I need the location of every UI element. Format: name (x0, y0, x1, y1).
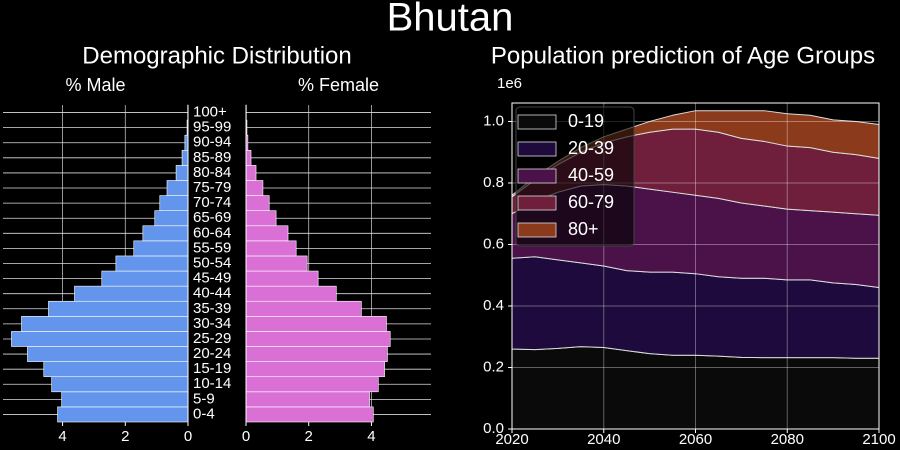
legend-swatch (517, 195, 557, 211)
category-label: 70-74 (193, 194, 231, 211)
legend-swatch (517, 168, 557, 184)
bar (61, 391, 189, 408)
bar (245, 346, 388, 362)
x-tick-label: 2 (121, 428, 129, 445)
x-tick-label: 2020 (495, 431, 528, 448)
bar (51, 376, 189, 393)
category-label: 90-94 (193, 134, 231, 151)
category-label: 10-14 (193, 375, 231, 392)
legend-label: 20-39 (568, 138, 614, 158)
x-tick-label: 4 (58, 428, 66, 445)
category-label: 45-49 (193, 270, 231, 287)
y-tick-label: 0.2 (483, 358, 504, 375)
bar (245, 195, 270, 211)
x-tick-label: 2040 (587, 431, 620, 448)
bar (245, 149, 252, 166)
chart-title: Demographic Distribution (82, 42, 351, 69)
figure-title: Bhutan (387, 0, 514, 40)
category-label: 50-54 (193, 254, 231, 271)
panel-title: % Male (65, 75, 125, 95)
category-label: 40-44 (193, 285, 231, 302)
y-tick-label: 0.4 (483, 297, 504, 314)
bar (245, 391, 370, 408)
bar (48, 300, 189, 317)
legend-label: 40-59 (568, 165, 614, 185)
bar (57, 406, 189, 423)
category-label: 35-39 (193, 300, 231, 317)
bar (245, 316, 387, 332)
bar (175, 165, 189, 181)
bar (245, 300, 362, 317)
bar (21, 316, 189, 332)
bar (245, 180, 264, 196)
legend-swatch (517, 114, 557, 130)
bar (245, 210, 277, 227)
bar (74, 285, 189, 302)
x-tick-label: 0 (242, 428, 250, 445)
y-tick-label: 1.0 (483, 112, 504, 129)
category-label: 20-24 (193, 345, 231, 362)
bar (101, 270, 189, 287)
y-tick-label: 0.0 (483, 420, 504, 437)
bar (245, 270, 319, 287)
bar (181, 149, 189, 166)
bar (245, 361, 385, 378)
bar (142, 225, 189, 242)
legend-label: 0-19 (568, 111, 604, 131)
x-tick-label: 2 (305, 428, 313, 445)
bar (245, 376, 379, 393)
x-tick-label: 0 (184, 428, 192, 445)
bar (133, 240, 189, 257)
bar (159, 195, 189, 211)
bar (43, 361, 189, 378)
legend-swatch (517, 222, 557, 238)
category-label: 60-64 (193, 224, 231, 241)
category-label: 30-34 (193, 315, 231, 332)
legend-swatch (517, 141, 557, 157)
category-label: 95-99 (193, 119, 231, 136)
bar (27, 346, 189, 362)
y-tick-label: 0.6 (483, 235, 504, 252)
category-label: 15-19 (193, 360, 231, 377)
x-tick-label: 4 (367, 428, 375, 445)
y-tick-label: 0.8 (483, 174, 504, 191)
bar (154, 210, 189, 227)
bar (245, 240, 297, 257)
category-label: 25-29 (193, 330, 231, 347)
y-offset-label: 1e6 (497, 75, 522, 92)
category-label: 75-79 (193, 179, 231, 196)
legend-label: 80+ (568, 219, 599, 239)
legend-label: 60-79 (568, 192, 614, 212)
panel-title: % Female (298, 75, 379, 95)
x-tick-label: 2060 (679, 431, 712, 448)
bar (245, 225, 289, 242)
bar (245, 406, 374, 423)
bar (166, 180, 189, 196)
category-label: 55-59 (193, 239, 231, 256)
category-label: 65-69 (193, 209, 231, 226)
bar (11, 331, 189, 347)
bar (245, 165, 257, 181)
chart-title: Population prediction of Age Groups (491, 42, 875, 69)
bar (115, 255, 189, 272)
bar (245, 285, 337, 302)
bar (245, 331, 391, 347)
x-tick-label: 2080 (771, 431, 804, 448)
category-label: 0-4 (193, 405, 215, 422)
x-tick-label: 2100 (862, 431, 895, 448)
category-label: 100+ (193, 104, 227, 121)
category-label: 80-84 (193, 164, 231, 181)
category-label: 5-9 (193, 390, 215, 407)
category-label: 85-89 (193, 149, 231, 166)
bar (245, 255, 308, 272)
